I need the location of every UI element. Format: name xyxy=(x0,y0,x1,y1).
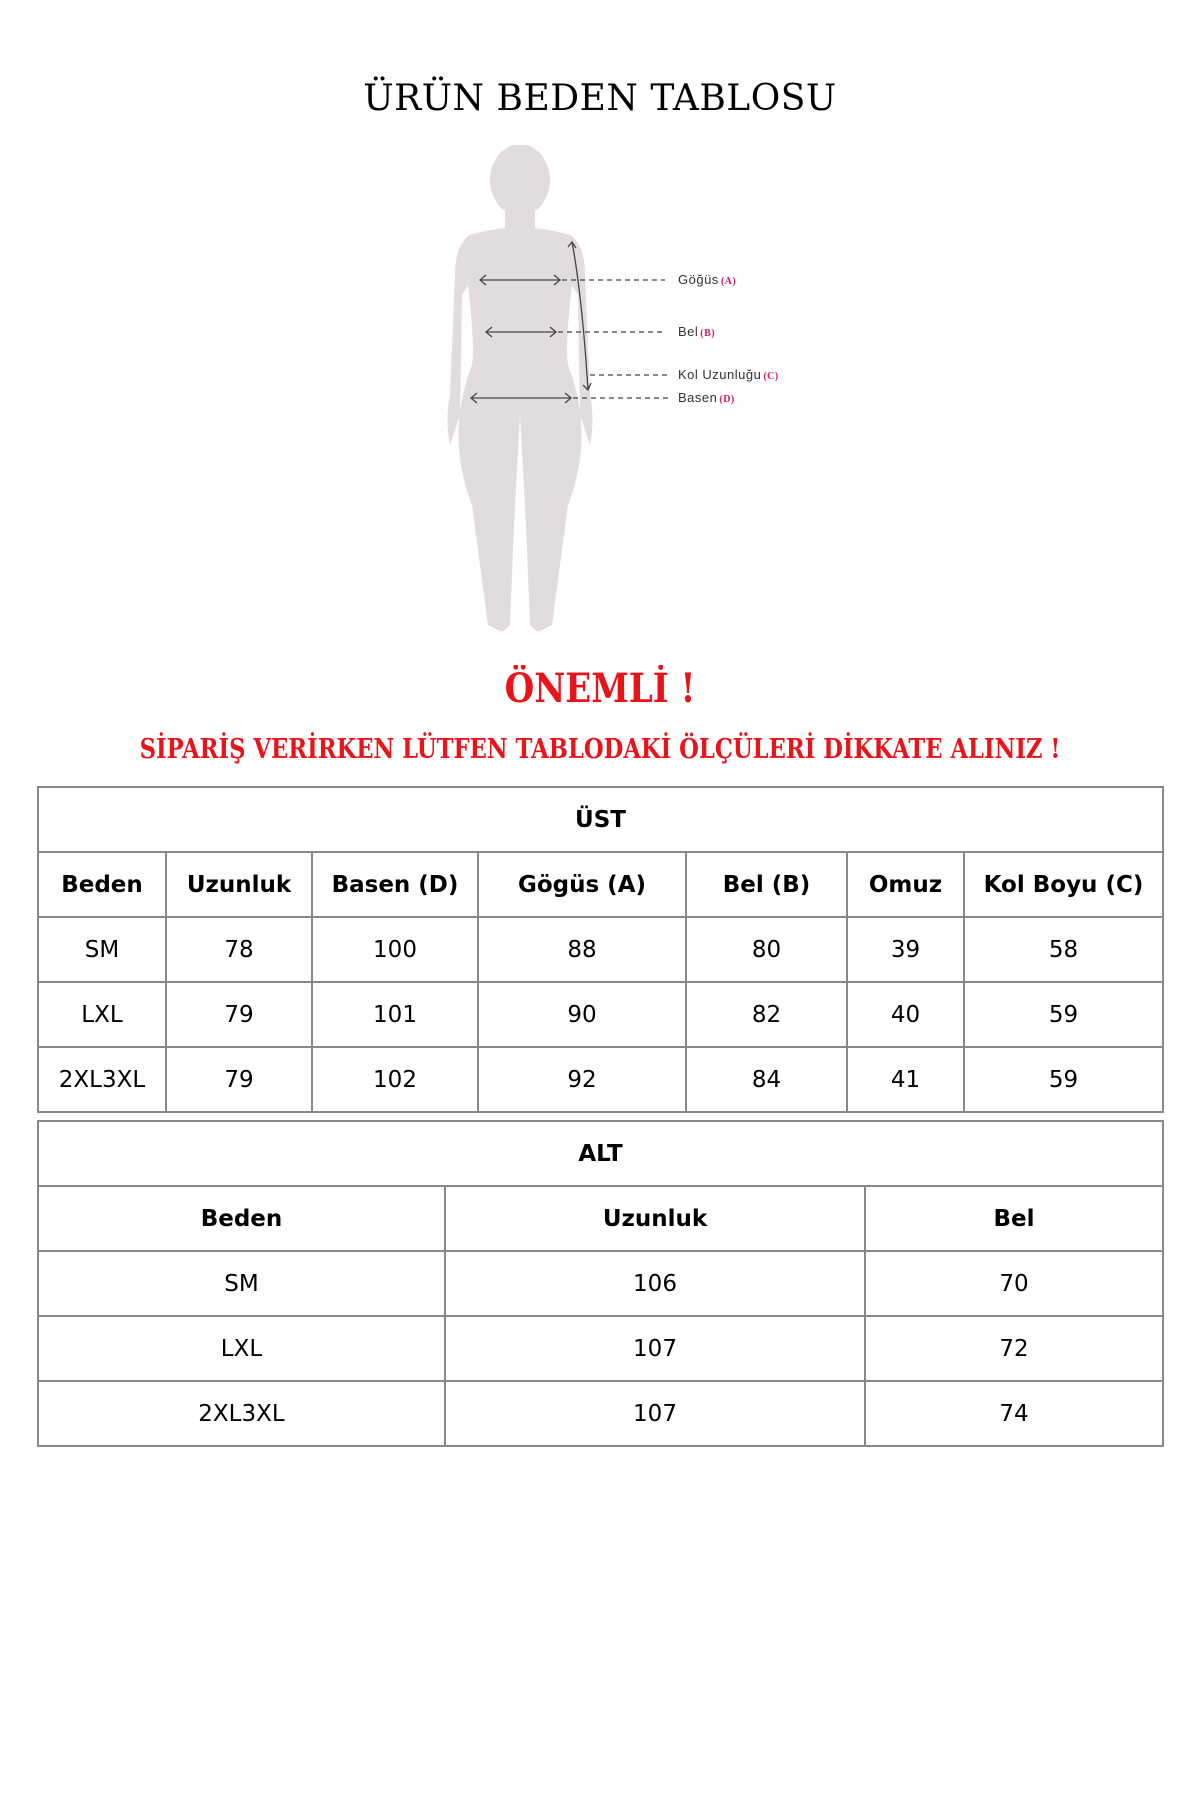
table-header-row: Beden Uzunluk Bel xyxy=(37,1185,1165,1252)
table-cell: LXL xyxy=(37,1315,446,1382)
table-cell: 107 xyxy=(444,1380,866,1447)
column-header: Bel xyxy=(863,1185,1165,1252)
table-cell: 58 xyxy=(963,916,1164,983)
female-silhouette-icon xyxy=(447,144,668,632)
table-cell: 59 xyxy=(963,1046,1164,1113)
table-cell: SM xyxy=(37,916,167,983)
column-header: Omuz xyxy=(846,851,965,918)
chest-label: Göğüs (A) xyxy=(678,272,737,287)
table-row: SM 78 100 88 80 39 58 xyxy=(37,916,1164,983)
table-cell: 41 xyxy=(846,1046,965,1113)
table-cell: 2XL3XL xyxy=(37,1046,167,1113)
table-cell: 2XL3XL xyxy=(37,1380,446,1447)
column-header: Beden xyxy=(37,851,167,918)
table-cell: 102 xyxy=(311,1046,479,1113)
table-cell: 82 xyxy=(685,981,848,1048)
column-header: Uzunluk xyxy=(444,1185,866,1252)
table-row: SM 106 70 xyxy=(37,1250,1165,1317)
table-cell: 107 xyxy=(444,1315,866,1382)
column-header: Beden xyxy=(37,1185,446,1252)
table-title: ÜST xyxy=(37,786,1164,853)
table-cell: 39 xyxy=(846,916,965,983)
table-cell: 79 xyxy=(165,981,313,1048)
table-row: 2XL3XL 107 74 xyxy=(37,1380,1165,1447)
warning-text: SİPARİŞ VERİRKEN LÜTFEN TABLODAKİ ÖLÇÜLE… xyxy=(139,734,1061,765)
hip-label: Basen (D) xyxy=(678,390,735,405)
important-heading: ÖNEMLİ ! xyxy=(504,665,696,712)
table-cell: 70 xyxy=(863,1250,1165,1317)
table-cell: 84 xyxy=(685,1046,848,1113)
table-cell: 78 xyxy=(165,916,313,983)
table-cell: LXL xyxy=(37,981,167,1048)
body-measurement-figure: Göğüs (A) Bel (B) Kol Uzunluğu (C) Basen (D) xyxy=(430,144,830,640)
table-cell: 100 xyxy=(311,916,479,983)
table-cell: 72 xyxy=(863,1315,1165,1382)
table-header-row: Beden Uzunluk Basen (D) Gögüs (A) Bel (B… xyxy=(37,851,1164,918)
table-cell: 74 xyxy=(863,1380,1165,1447)
column-header: Bel (B) xyxy=(685,851,848,918)
table-cell: 88 xyxy=(477,916,687,983)
table-title: ALT xyxy=(36,1120,1165,1187)
table-row: 2XL3XL 79 102 92 84 41 59 xyxy=(37,1046,1164,1113)
column-header: Kol Boyu (C) xyxy=(963,851,1164,918)
table-row: LXL 79 101 90 82 40 59 xyxy=(37,981,1164,1048)
table-cell: 80 xyxy=(685,916,848,983)
bottom-size-table: ALT Beden Uzunluk Bel SM 106 70 LXL 107 72 2… xyxy=(36,1120,1165,1447)
column-header: Uzunluk xyxy=(165,851,313,918)
column-header: Gögüs (A) xyxy=(477,851,687,918)
top-size-table: ÜST Beden Uzunluk Basen (D) Gögüs (A) Be… xyxy=(37,786,1164,1113)
table-cell: 40 xyxy=(846,981,965,1048)
table-cell: 101 xyxy=(311,981,479,1048)
page-title: ÜRÜN BEDEN TABLOSU xyxy=(363,78,837,119)
waist-label: Bel (B) xyxy=(678,324,716,339)
table-cell: 92 xyxy=(477,1046,687,1113)
table-cell: SM xyxy=(37,1250,446,1317)
table-cell: 59 xyxy=(963,981,1164,1048)
column-header: Basen (D) xyxy=(311,851,479,918)
table-cell: 79 xyxy=(165,1046,313,1113)
table-row: LXL 107 72 xyxy=(37,1315,1165,1382)
table-cell: 90 xyxy=(477,981,687,1048)
table-cell: 106 xyxy=(444,1250,866,1317)
sleeve-length-label: Kol Uzunluğu (C) xyxy=(678,367,779,382)
